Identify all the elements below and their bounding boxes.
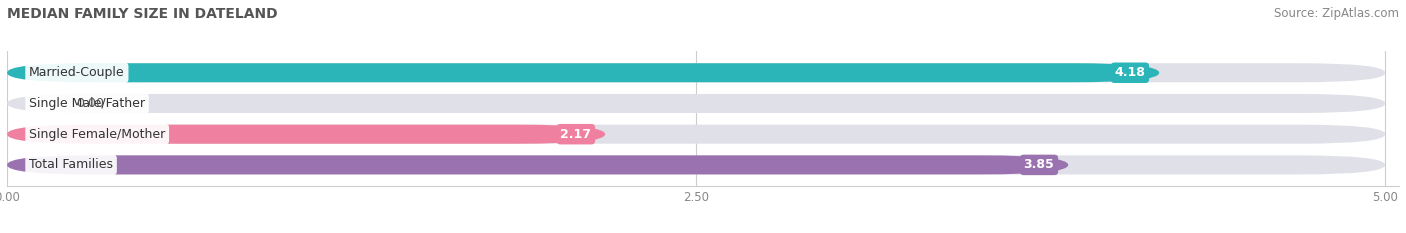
FancyBboxPatch shape [7,155,1385,175]
Text: MEDIAN FAMILY SIZE IN DATELAND: MEDIAN FAMILY SIZE IN DATELAND [7,7,277,21]
FancyBboxPatch shape [7,155,1069,175]
Text: Single Female/Mother: Single Female/Mother [30,128,166,141]
Text: Source: ZipAtlas.com: Source: ZipAtlas.com [1274,7,1399,20]
Text: 4.18: 4.18 [1115,66,1146,79]
FancyBboxPatch shape [7,94,1385,113]
Text: 3.85: 3.85 [1024,158,1054,171]
FancyBboxPatch shape [7,125,605,144]
Text: Single Male/Father: Single Male/Father [30,97,145,110]
Text: Married-Couple: Married-Couple [30,66,125,79]
FancyBboxPatch shape [7,63,1159,82]
FancyBboxPatch shape [7,125,1385,144]
FancyBboxPatch shape [7,63,1385,82]
Text: 2.17: 2.17 [561,128,592,141]
Text: Total Families: Total Families [30,158,112,171]
Text: 0.00: 0.00 [76,97,104,110]
